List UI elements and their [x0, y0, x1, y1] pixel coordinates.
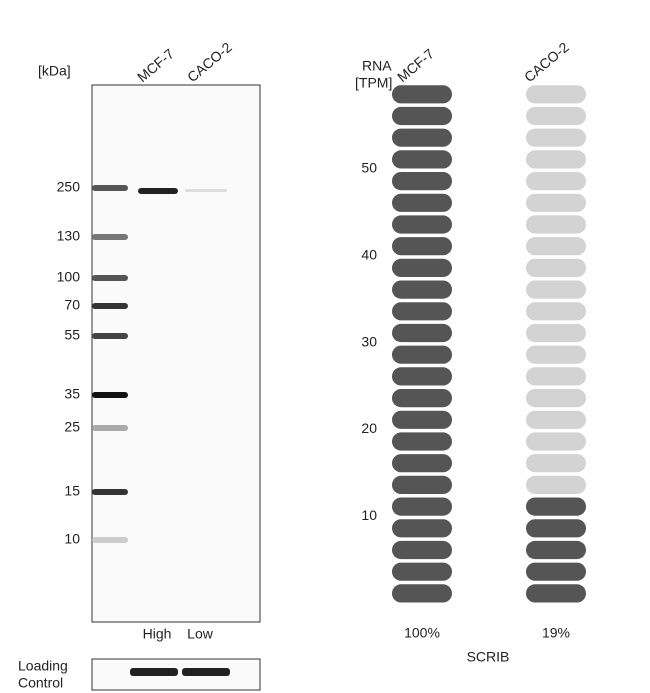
pill [392, 345, 452, 364]
loading-label: Loading [18, 658, 68, 674]
pill [526, 432, 586, 451]
loading-band [182, 668, 230, 676]
lane-label: CACO-2 [184, 39, 235, 85]
rna-label: [TPM] [355, 75, 392, 91]
loading-band [130, 668, 178, 676]
marker-band [92, 234, 128, 240]
lane-label: MCF-7 [134, 45, 177, 85]
pill [392, 497, 452, 516]
marker-band [92, 489, 128, 495]
pill [392, 106, 452, 126]
marker-label: 70 [64, 297, 80, 313]
marker-label: 55 [64, 327, 80, 343]
pill [526, 302, 586, 321]
marker-label: 100 [57, 269, 81, 285]
pill [526, 345, 586, 364]
marker-band [92, 303, 128, 309]
pill [392, 389, 452, 408]
pill [526, 540, 586, 560]
pill [526, 215, 586, 234]
marker-band [92, 275, 128, 281]
pill [392, 475, 452, 494]
rna-label: RNA [362, 58, 392, 74]
pill [392, 85, 452, 104]
marker-label: 15 [64, 483, 80, 499]
pill [526, 323, 586, 343]
loading-label: Control [18, 675, 63, 691]
level-label: Low [187, 626, 214, 642]
marker-band [92, 537, 128, 543]
pill [526, 519, 586, 538]
pill [392, 562, 452, 581]
marker-band [92, 185, 128, 191]
pill [526, 562, 586, 581]
pill [526, 150, 586, 169]
pill [526, 367, 586, 386]
pill [392, 193, 452, 212]
marker-label: 130 [57, 228, 81, 244]
blot-frame [91, 84, 261, 623]
pill [392, 540, 452, 560]
percent-label: 19% [542, 625, 570, 641]
percent-label: 100% [404, 625, 440, 641]
pill [526, 128, 586, 147]
tick-label: 20 [361, 420, 377, 436]
pill [392, 454, 452, 473]
pill [392, 150, 452, 169]
marker-band [92, 333, 128, 339]
pill [526, 258, 586, 277]
pill [526, 280, 586, 299]
pill [392, 432, 452, 451]
pill [392, 258, 452, 277]
pill [526, 106, 586, 126]
column-label: MCF-7 [394, 45, 437, 85]
marker-label: 10 [64, 531, 80, 547]
tick-label: 30 [361, 333, 377, 349]
marker-label: 250 [57, 179, 81, 195]
marker-label: 25 [64, 419, 80, 435]
pill [392, 323, 452, 343]
pill [526, 497, 586, 516]
pill [526, 454, 586, 473]
pill [526, 584, 586, 603]
pill [392, 237, 452, 256]
pill [392, 172, 452, 191]
gene-label: SCRIB [467, 649, 510, 665]
pill [526, 475, 586, 494]
pill [392, 367, 452, 386]
pill [526, 172, 586, 191]
pill [526, 237, 586, 256]
column-label: CACO-2 [521, 39, 572, 85]
pill [526, 85, 586, 104]
pill [392, 215, 452, 234]
pill [392, 519, 452, 538]
band [185, 189, 227, 192]
pill [526, 389, 586, 408]
tick-label: 10 [361, 507, 377, 523]
tick-label: 40 [361, 247, 377, 263]
tick-label: 50 [361, 160, 377, 176]
band [138, 188, 178, 194]
pill [392, 302, 452, 321]
marker-band [92, 425, 128, 431]
unit-label: [kDa] [38, 63, 71, 79]
pill [392, 410, 452, 429]
pill [392, 584, 452, 603]
marker-band [92, 392, 128, 398]
level-label: High [143, 626, 172, 642]
marker-label: 35 [64, 386, 80, 402]
pill [526, 193, 586, 212]
pill [392, 128, 452, 147]
pill [526, 410, 586, 429]
pill [392, 280, 452, 299]
